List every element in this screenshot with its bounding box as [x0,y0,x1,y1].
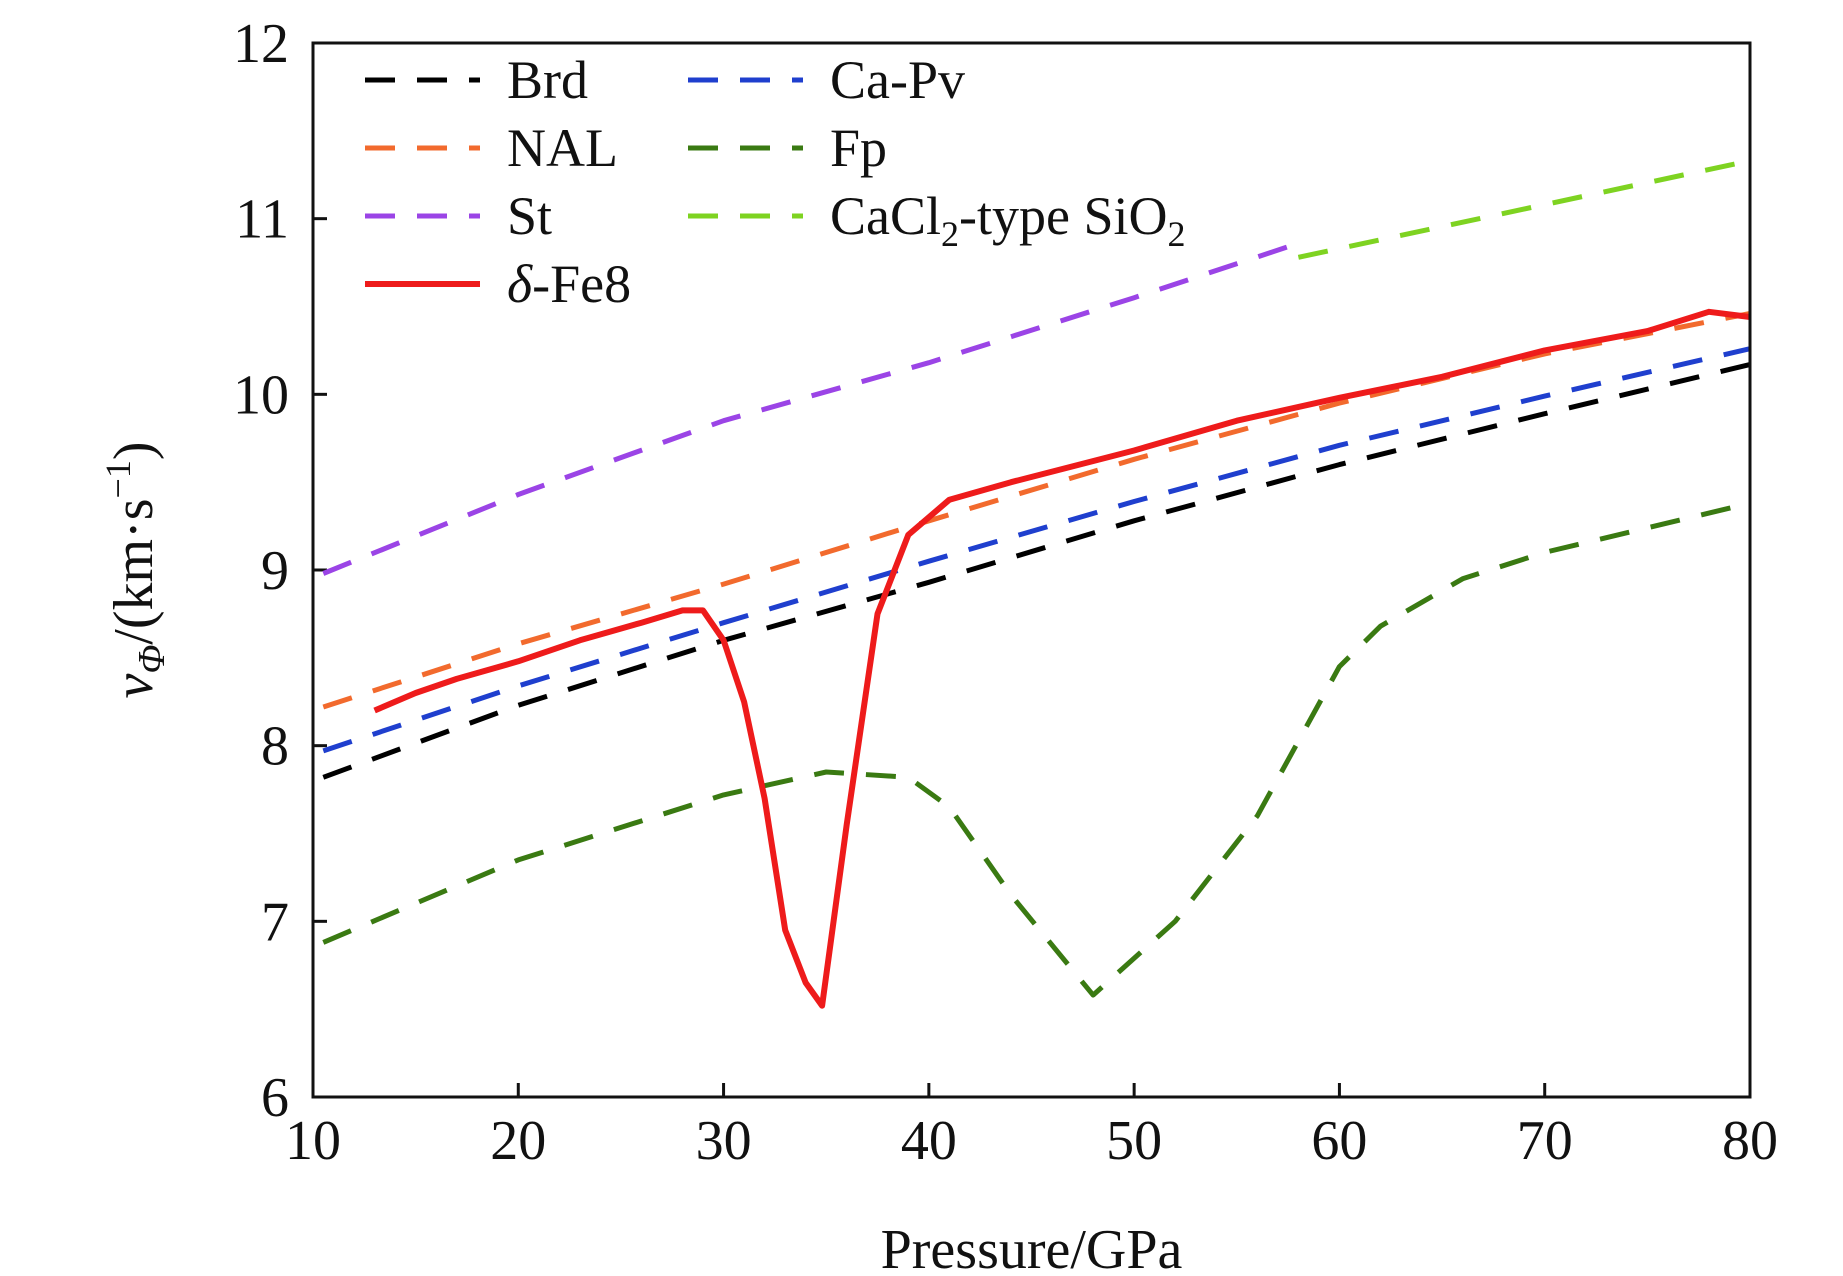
x-tick-label: 60 [1311,1110,1367,1172]
x-axis-title: Pressure/GPa [881,1219,1183,1276]
y-tick-label: 8 [261,716,289,778]
legend: Brd Ca-Pv NAL Fp St CaCl2-type SiO2 δ-Fe8 [365,50,1186,314]
y-axis-title: vΦ/(km·s−1) [98,442,173,699]
plot-frame [311,41,1752,1099]
y-tick-label: 9 [261,540,289,602]
series-line-nal [322,311,1751,710]
series-line-st [322,240,1300,576]
axes: 10 20 30 40 50 60 70 80 6 7 8 9 10 11 12 [233,13,1778,1172]
legend-label-nal: NAL [507,118,618,178]
x-tick-label: 10 [285,1110,341,1172]
x-tick-label: 30 [696,1110,752,1172]
x-tick-label: 20 [490,1110,546,1172]
series-line-capv [322,346,1751,754]
y-axis-symbol: v [103,673,165,698]
legend-label-st: St [507,186,552,246]
series-line-fp [322,500,1751,998]
x-tick-label: 70 [1517,1110,1573,1172]
y-axis-subscript: Φ [131,645,173,674]
y-tick-label: 10 [233,364,289,426]
legend-label-fe8: δ-Fe8 [507,254,631,314]
y-axis-units: /(km·s [103,498,165,644]
x-tick-label: 40 [901,1110,957,1172]
y-tick-label: 6 [261,1067,289,1129]
y-tick-label: 11 [235,189,289,251]
plot-lines [322,158,1751,1009]
y-axis-units-exp: −1 [98,460,138,498]
legend-label-brd: Brd [507,50,588,110]
series-line-brd [322,362,1751,780]
x-tick-label: 80 [1722,1110,1778,1172]
series-line-fe8 [373,308,1751,1009]
y-tick-label: 12 [233,13,289,75]
y-axis-units-close: ) [103,442,165,461]
y-tick-label: 7 [261,891,289,953]
legend-label-capv: Ca-Pv [830,50,965,110]
x-tick-label: 50 [1106,1110,1162,1172]
legend-label-fp: Fp [830,118,887,178]
legend-label-cacl2: CaCl2-type SiO2 [830,186,1186,254]
series-line-cacl2 [1297,158,1751,260]
